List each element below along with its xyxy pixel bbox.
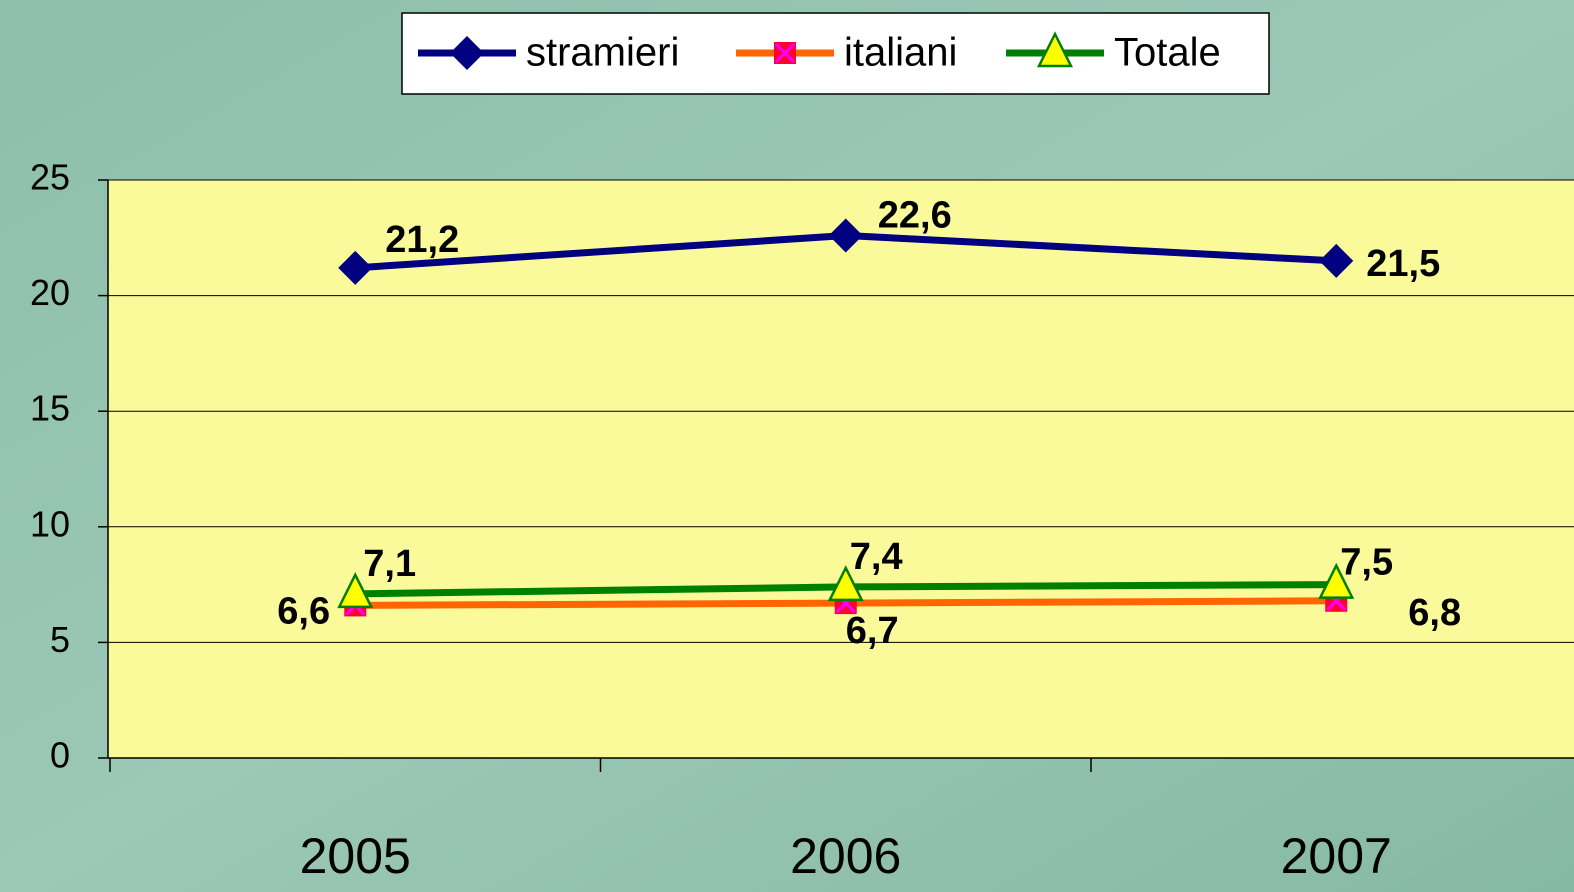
- data-label: 7,5: [1340, 542, 1393, 584]
- marker-square: [774, 42, 796, 64]
- marker-diamond: [450, 36, 484, 70]
- data-label: 21,2: [385, 219, 459, 261]
- legend-label: italiani: [844, 31, 957, 75]
- data-label: 6,7: [846, 610, 899, 652]
- marker-triangle: [1036, 31, 1074, 68]
- marker-diamond: [1319, 243, 1354, 278]
- marker-diamond: [338, 250, 373, 285]
- data-label: 7,1: [363, 543, 416, 585]
- x-tick-label: 2006: [790, 828, 901, 884]
- y-tick-label: 10: [30, 503, 70, 544]
- y-tick-label: 5: [50, 619, 70, 660]
- legend: stramieri italiani Totale: [401, 12, 1270, 95]
- data-label: 22,6: [878, 195, 952, 237]
- marker-triangle: [827, 565, 864, 602]
- data-label: 21,5: [1366, 243, 1440, 285]
- legend-box: [401, 12, 1270, 95]
- y-tick-label: 25: [30, 157, 70, 198]
- marker-triangle: [337, 572, 374, 609]
- x-tick-label: 2007: [1281, 828, 1392, 884]
- y-tick-label: 15: [30, 388, 70, 429]
- data-label: 6,8: [1408, 592, 1461, 634]
- x-tick-label: 2005: [300, 828, 411, 884]
- plot-area: [108, 180, 1574, 758]
- data-label: 6,6: [277, 590, 330, 632]
- y-tick-label: 20: [30, 272, 70, 313]
- data-label: 7,4: [850, 536, 903, 578]
- legend-label: Totale: [1114, 31, 1221, 75]
- marker-cross: [774, 42, 796, 64]
- marker-triangle: [1318, 562, 1355, 599]
- legend-label: stramieri: [526, 31, 679, 75]
- marker-diamond: [828, 218, 863, 253]
- y-tick-label: 0: [50, 735, 70, 776]
